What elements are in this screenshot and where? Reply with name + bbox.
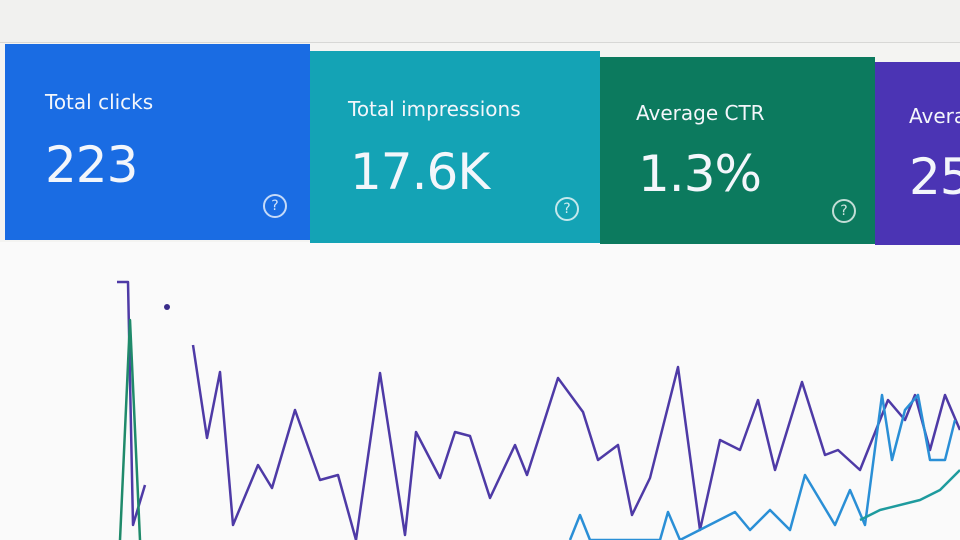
card-label: Average CTR — [636, 101, 765, 125]
help-icon[interactable]: ? — [832, 199, 856, 223]
impressions-line — [568, 393, 957, 540]
ctr-line-left — [118, 318, 142, 540]
card-label: Total impressions — [348, 97, 521, 121]
card-value: 223 — [45, 136, 138, 194]
dot — [164, 304, 170, 310]
clicks-line — [191, 344, 960, 540]
metric-card[interactable]: Avera 25 — [875, 62, 960, 245]
card-value: 25 — [909, 148, 960, 206]
card-value: 1.3% — [638, 145, 762, 203]
ctr-line — [859, 469, 960, 522]
top-bar — [0, 0, 960, 43]
help-icon[interactable]: ? — [555, 197, 579, 221]
help-icon[interactable]: ? — [263, 194, 287, 218]
card-label: Avera — [909, 104, 960, 128]
metric-card[interactable]: Average CTR 1.3% ? — [600, 57, 875, 244]
metric-card[interactable]: Total clicks 223 ? — [5, 44, 310, 240]
metric-card[interactable]: Total impressions 17.6K ? — [310, 51, 600, 243]
card-label: Total clicks — [45, 90, 154, 114]
card-value: 17.6K — [350, 143, 490, 201]
